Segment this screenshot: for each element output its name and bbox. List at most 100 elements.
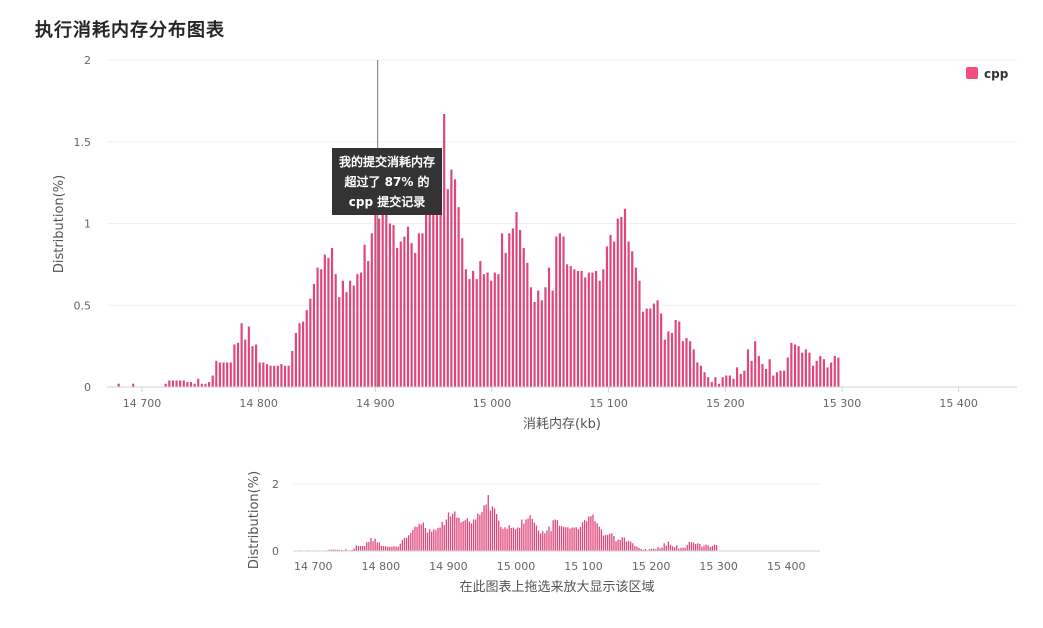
bar[interactable] — [251, 346, 254, 387]
overview-bar[interactable] — [410, 532, 412, 551]
bar[interactable] — [182, 380, 185, 387]
bar[interactable] — [674, 319, 677, 387]
bar[interactable] — [754, 341, 757, 387]
bar[interactable] — [464, 269, 467, 387]
overview-bar[interactable] — [491, 506, 494, 551]
bar[interactable] — [305, 310, 308, 387]
overview-bar[interactable] — [623, 537, 626, 551]
overview-bar[interactable] — [330, 549, 332, 551]
bar[interactable] — [576, 270, 580, 387]
overview-bar[interactable] — [657, 546, 659, 551]
overview-bars[interactable] — [299, 495, 718, 552]
overview-bar[interactable] — [521, 519, 523, 551]
overview-bar[interactable] — [602, 535, 605, 551]
overview-bar[interactable] — [546, 530, 548, 551]
bar[interactable] — [457, 207, 460, 387]
bar[interactable] — [511, 228, 514, 387]
bar[interactable] — [717, 383, 721, 387]
overview-bar[interactable] — [502, 528, 504, 551]
overview-bar[interactable] — [460, 522, 462, 551]
bar[interactable] — [670, 333, 674, 387]
bar[interactable] — [200, 383, 203, 387]
bar[interactable] — [421, 233, 424, 387]
bar[interactable] — [370, 233, 373, 387]
bar[interactable] — [566, 264, 569, 387]
bar[interactable] — [280, 364, 283, 387]
bar[interactable] — [540, 300, 543, 387]
overview-bar[interactable] — [617, 539, 619, 551]
bar[interactable] — [678, 321, 681, 387]
overview-bar[interactable] — [447, 512, 450, 551]
bar[interactable] — [450, 169, 453, 387]
overview-bar[interactable] — [563, 526, 565, 551]
overview-bar[interactable] — [355, 545, 357, 551]
bar[interactable] — [179, 380, 182, 387]
overview-bar[interactable] — [671, 546, 674, 551]
bar[interactable] — [707, 377, 710, 387]
bar[interactable] — [786, 357, 789, 387]
overview-bar[interactable] — [441, 521, 443, 551]
overview-bar[interactable] — [630, 541, 632, 551]
bar[interactable] — [204, 383, 207, 387]
bar[interactable] — [587, 272, 590, 387]
overview-bar[interactable] — [510, 527, 512, 551]
bar[interactable] — [508, 233, 511, 387]
overview-bar[interactable] — [554, 519, 556, 551]
bar[interactable] — [424, 203, 428, 387]
overview-bar[interactable] — [548, 526, 550, 551]
bar[interactable] — [472, 270, 475, 387]
overview-bar[interactable] — [529, 515, 531, 551]
bar[interactable] — [493, 272, 496, 387]
bar[interactable] — [793, 344, 797, 387]
bar[interactable] — [815, 360, 818, 387]
bar[interactable] — [663, 339, 666, 387]
overview-bar[interactable] — [621, 537, 623, 551]
bar[interactable] — [363, 244, 366, 387]
overview-bar[interactable] — [703, 545, 705, 551]
bar[interactable] — [728, 375, 731, 387]
overview-bar[interactable] — [475, 519, 477, 551]
overview-bar[interactable] — [613, 535, 615, 551]
bar[interactable] — [385, 194, 388, 387]
bar[interactable] — [453, 179, 457, 387]
bar[interactable] — [211, 375, 214, 387]
bar[interactable] — [341, 280, 344, 387]
overview-bar[interactable] — [598, 526, 600, 551]
bar[interactable] — [377, 218, 381, 387]
overview-bar[interactable] — [380, 545, 383, 551]
bar[interactable] — [779, 370, 782, 387]
bar[interactable] — [381, 205, 384, 387]
bar[interactable] — [345, 292, 348, 387]
overview-bar[interactable] — [435, 530, 437, 551]
overview-bar[interactable] — [391, 546, 393, 551]
bar[interactable] — [526, 262, 529, 387]
overview-bar[interactable] — [498, 520, 500, 551]
overview-bar[interactable] — [542, 531, 544, 551]
bar[interactable] — [613, 241, 616, 387]
overview-bar[interactable] — [644, 548, 646, 551]
overview-bar[interactable] — [638, 547, 640, 551]
overview-bar[interactable] — [464, 520, 466, 551]
bar[interactable] — [255, 344, 258, 387]
bar[interactable] — [403, 236, 406, 387]
bar[interactable] — [580, 270, 583, 387]
overview-bar[interactable] — [370, 537, 372, 551]
overview-bar[interactable] — [353, 548, 355, 551]
bar[interactable] — [529, 287, 533, 387]
bar[interactable] — [298, 323, 301, 387]
bar[interactable] — [569, 266, 572, 387]
bar[interactable] — [732, 378, 735, 387]
bar[interactable] — [804, 349, 807, 387]
overview-bar[interactable] — [571, 527, 573, 551]
overview-bar[interactable] — [382, 545, 385, 551]
overview-bar[interactable] — [483, 505, 485, 551]
bar[interactable] — [229, 362, 232, 387]
overview-bar[interactable] — [456, 517, 458, 552]
bar[interactable] — [811, 365, 815, 387]
bar[interactable] — [283, 365, 287, 387]
bar[interactable] — [207, 382, 211, 387]
overview-bar[interactable] — [376, 542, 378, 551]
bar[interactable] — [594, 270, 598, 387]
bar[interactable] — [641, 311, 645, 387]
